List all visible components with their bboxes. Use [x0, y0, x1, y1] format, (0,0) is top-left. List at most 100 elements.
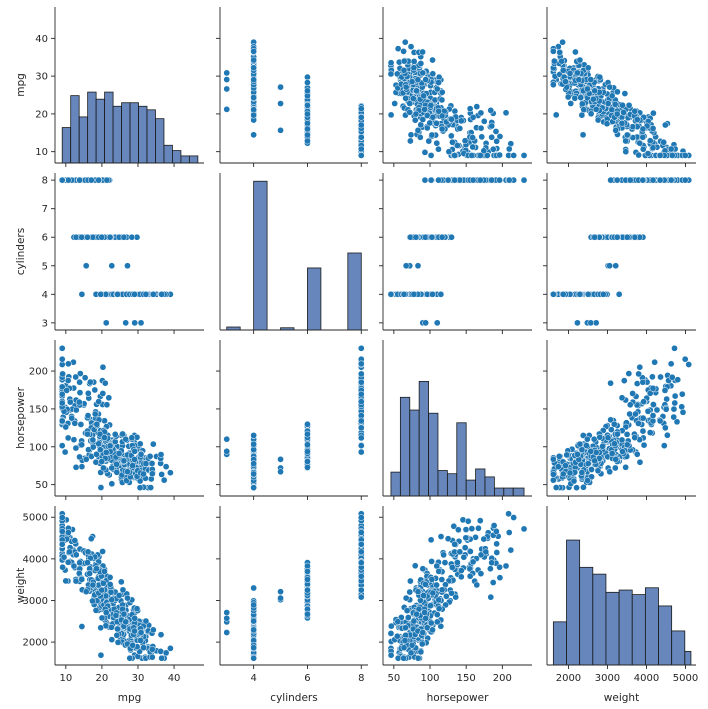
- scatter-point: [571, 94, 579, 102]
- scatter-point: [461, 137, 469, 145]
- scatter-point: [84, 430, 91, 438]
- scatter-point: [250, 470, 257, 478]
- scatter-point: [157, 631, 165, 639]
- scatter-point: [108, 262, 116, 270]
- scatter-point: [223, 614, 231, 622]
- scatter-point: [576, 290, 584, 298]
- y-tick-label: 20: [35, 109, 48, 120]
- scatter-point: [422, 581, 429, 588]
- scatter-point: [649, 384, 657, 392]
- scatter-point: [613, 110, 621, 118]
- scatter-point: [421, 106, 428, 113]
- scatter-point: [86, 570, 93, 577]
- scatter-point: [621, 90, 629, 97]
- scatter-point: [129, 641, 137, 649]
- histogram-bar: [409, 409, 420, 497]
- scatter-point: [304, 125, 311, 133]
- scatter-point: [584, 435, 591, 443]
- scatter-point: [414, 588, 422, 596]
- scatter-point: [580, 483, 587, 491]
- scatter-point: [550, 81, 557, 89]
- scatter-point: [482, 548, 490, 556]
- y-tick-label: 8: [42, 176, 48, 187]
- scatter-point: [461, 544, 469, 551]
- histogram-bar: [146, 109, 156, 164]
- y-tick-label: 40: [35, 34, 48, 45]
- scatter-point: [636, 458, 644, 466]
- histogram-bar: [484, 476, 495, 497]
- scatter-point: [412, 233, 420, 241]
- scatter-point: [555, 453, 563, 460]
- scatter-point: [438, 233, 446, 241]
- scatter-point: [357, 113, 365, 121]
- scatter-point: [462, 534, 470, 542]
- scatter-point: [475, 524, 482, 532]
- scatter-point: [412, 110, 420, 118]
- histogram-bar: [418, 380, 429, 497]
- scatter-point: [58, 528, 66, 535]
- scatter-point: [128, 233, 136, 241]
- scatter-point: [435, 605, 443, 613]
- scatter-point: [407, 649, 415, 657]
- scatter-point: [93, 420, 101, 428]
- scatter-point: [550, 455, 557, 463]
- scatter-point: [122, 435, 130, 443]
- scatter-point: [427, 101, 435, 109]
- scatter-point: [550, 47, 557, 55]
- scatter-point: [147, 484, 155, 491]
- scatter-point: [89, 443, 97, 451]
- scatter-point: [76, 176, 83, 184]
- scatter-point: [477, 570, 485, 577]
- y-tick-label: 3: [42, 318, 48, 329]
- histogram-bar: [180, 155, 190, 164]
- scatter-point: [92, 458, 100, 466]
- scatter-point: [140, 470, 147, 478]
- scatter-point: [72, 577, 80, 585]
- scatter-point: [592, 449, 600, 456]
- scatter-point: [502, 562, 510, 570]
- scatter-point: [357, 559, 365, 567]
- scatter-point: [78, 576, 86, 583]
- scatter-point: [632, 410, 639, 418]
- scatter-point: [61, 448, 69, 456]
- scatter-point: [607, 379, 614, 387]
- x-tick-label: 100: [420, 673, 439, 684]
- scatter-point: [433, 581, 440, 589]
- scatter-point: [578, 111, 586, 119]
- histogram-bar: [70, 95, 80, 164]
- scatter-point: [131, 319, 139, 327]
- histogram-bar: [347, 252, 362, 331]
- scatter-point: [89, 436, 97, 444]
- scatter-point: [438, 125, 446, 133]
- scatter-point: [612, 126, 620, 134]
- scatter-point: [608, 92, 616, 100]
- histogram-bar: [428, 412, 439, 497]
- scatter-point: [393, 632, 401, 640]
- scatter-point: [455, 526, 462, 534]
- scatter-point: [417, 648, 425, 656]
- scatter-point: [304, 586, 311, 594]
- y-tick-label: 4: [42, 290, 48, 301]
- scatter-point: [304, 576, 311, 583]
- scatter-point: [148, 653, 156, 661]
- scatter-point: [566, 469, 574, 477]
- x-axis-label-mpg: mpg: [118, 692, 142, 704]
- scatter-point: [401, 637, 409, 644]
- scatter-point: [223, 447, 231, 455]
- scatter-point: [304, 441, 311, 449]
- scatter-point: [106, 233, 114, 241]
- scatter-point: [679, 408, 687, 416]
- scatter-point: [114, 625, 121, 633]
- scatter-point: [435, 596, 443, 604]
- scatter-point: [552, 484, 560, 491]
- y-tick-label: 6: [42, 233, 48, 244]
- scatter-point: [114, 290, 121, 298]
- scatter-point: [387, 111, 395, 119]
- scatter-point: [357, 586, 365, 594]
- scatter-point: [304, 568, 311, 575]
- panel-cylinders-vs-cylinders: [219, 173, 368, 334]
- scatter-point: [633, 380, 641, 387]
- scatter-point: [400, 290, 408, 298]
- scatter-point: [84, 389, 92, 397]
